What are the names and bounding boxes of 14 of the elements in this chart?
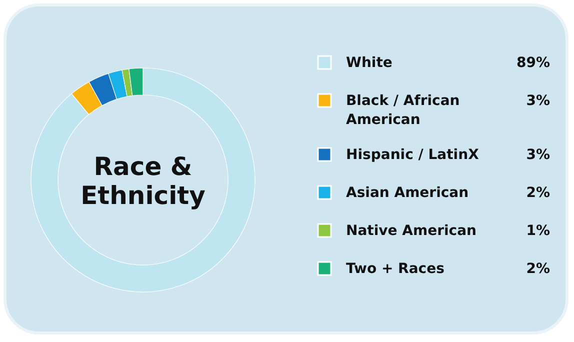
data-label: 89%	[516, 55, 550, 71]
legend-label: Two + Races	[346, 261, 444, 277]
data-label: 2%	[526, 261, 550, 277]
data-label: 3%	[526, 93, 550, 109]
legend-label: Black / African American	[346, 93, 460, 128]
legend-label: Native American	[346, 223, 476, 239]
data-label: 1%	[526, 223, 550, 239]
legend-label: White	[346, 55, 392, 71]
text: Race & Ethnicity	[80, 152, 206, 210]
legend-label: Hispanic / LatinX	[346, 147, 480, 163]
data-label: 2%	[526, 185, 550, 201]
data-label: 3%	[526, 147, 550, 163]
donut-slice	[30, 68, 256, 292]
legend-label: Asian American	[346, 185, 469, 201]
